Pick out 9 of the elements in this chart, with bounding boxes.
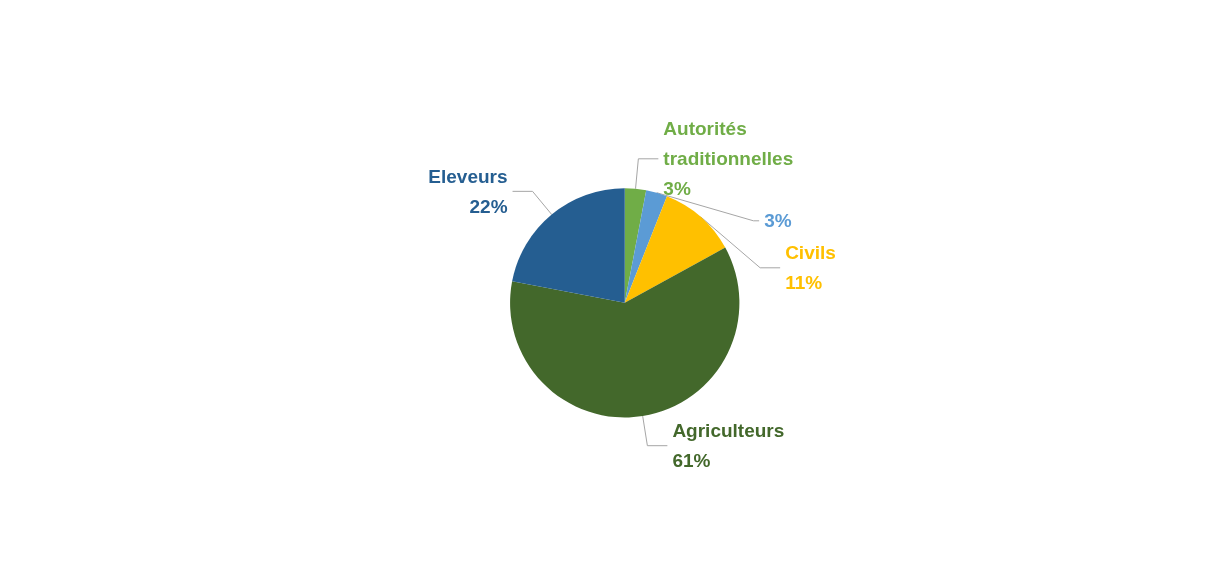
slice-label: Civils: [785, 242, 836, 264]
data-label: 22%: [469, 195, 508, 217]
data-label: 61%: [672, 450, 711, 472]
data-label: 11%: [785, 272, 823, 294]
data-label: 3%: [663, 178, 691, 200]
slice-label: Eleveurs: [428, 165, 508, 187]
slice-label: Autorités traditionnelles: [663, 118, 794, 170]
slice-label: Agriculteurs: [672, 420, 785, 442]
data-label: 3%: [764, 210, 792, 232]
